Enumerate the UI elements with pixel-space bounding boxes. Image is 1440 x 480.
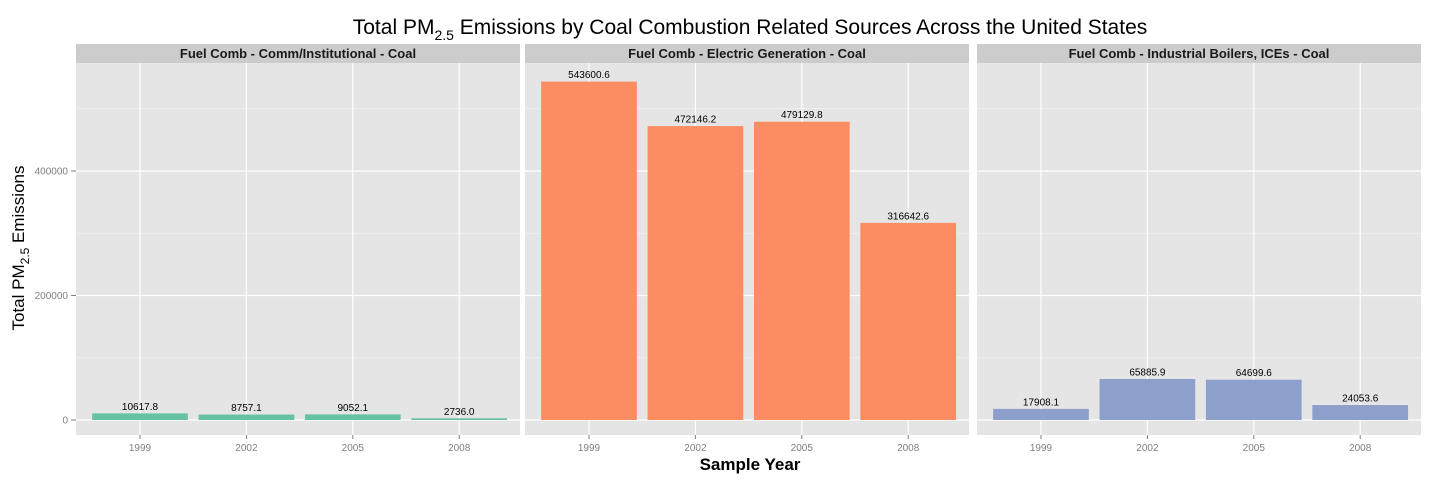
x-tick-label: 2005 [342,443,365,454]
panel-background [76,63,520,435]
x-tick-label: 1999 [1030,443,1053,454]
y-tick-label: 0 [62,416,68,427]
bar [1205,379,1302,420]
bar [753,121,850,420]
facet-panel: Fuel Comb - Electric Generation - Coal 54… [525,44,969,454]
facet-strip [76,44,520,63]
y-axis-title-subscript: 2.5 [18,247,32,264]
y-axis-title: Total PM2.5 Emissions [9,165,32,330]
facet-panels: Fuel Comb - Comm/Institutional - Coal 106… [76,44,1421,454]
bar [304,414,401,420]
bar-data-label: 65885.9 [1129,367,1166,378]
x-tick-label: 1999 [129,443,152,454]
bar [993,408,1089,420]
chart-title-suffix: Emissions by Coal Combustion Related Sou… [454,16,1147,39]
facet-strip-label: Fuel Comb - Industrial Boilers, ICEs - C… [1069,46,1330,61]
chart-title-prefix: Total PM [353,16,435,39]
bar-data-label: 543600.6 [568,70,610,81]
bar [411,418,508,420]
bar-data-label: 316642.6 [887,211,929,222]
x-tick-label: 2008 [448,443,471,454]
facet-panel: Fuel Comb - Comm/Institutional - Coal 106… [76,44,520,454]
bar [647,126,744,420]
facet-panel: Fuel Comb - Industrial Boilers, ICEs - C… [977,44,1421,454]
chart-title-subscript: 2.5 [434,27,454,43]
bar-data-label: 9052.1 [338,403,369,414]
x-tick-label: 2002 [1136,443,1159,454]
x-tick-label: 2005 [1243,443,1266,454]
x-axis-title: Sample Year [700,455,801,474]
bar [92,413,188,420]
facet-strip [977,44,1421,63]
chart-title: Total PM2.5 Emissions by Coal Combustion… [353,16,1148,43]
x-tick-label: 2002 [684,443,707,454]
y-tick-label: 200000 [35,291,69,302]
x-tick-label: 2008 [897,443,920,454]
x-tick-label: 1999 [578,443,601,454]
bar-data-label: 17908.1 [1023,397,1060,408]
panel-background [977,63,1421,435]
bar-data-label: 8757.1 [231,403,262,414]
facet-strip-label: Fuel Comb - Electric Generation - Coal [628,46,866,61]
y-tick-label: 400000 [35,167,69,178]
y-axis: 0 200000 400000 [35,167,76,427]
bar [198,414,295,420]
bar [860,222,957,420]
bar-data-label: 10617.8 [122,402,159,413]
bar [1099,378,1196,420]
bar-data-label: 64699.6 [1236,368,1273,379]
x-tick-label: 2008 [1349,443,1372,454]
y-axis-title-prefix: Total PM [9,264,28,330]
bar-data-label: 472146.2 [675,115,717,126]
facet-strip-label: Fuel Comb - Comm/Institutional - Coal [180,46,416,61]
x-tick-label: 2005 [791,443,814,454]
facet-strip [525,44,969,63]
bar [541,81,637,420]
bar-data-label: 24053.6 [1342,394,1379,405]
bar-data-label: 479129.8 [781,110,823,121]
bar [1312,405,1409,420]
x-tick-label: 2002 [235,443,258,454]
bar-data-label: 2736.0 [444,407,475,418]
y-axis-title-suffix: Emissions [9,165,28,247]
